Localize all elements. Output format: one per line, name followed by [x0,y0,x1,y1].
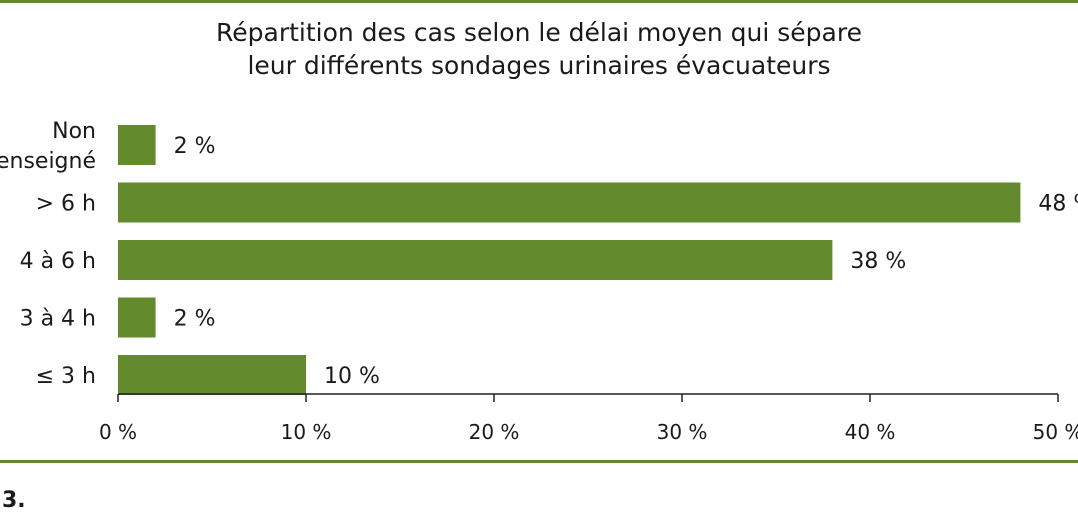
data-label-0: 2 % [174,134,216,159]
chart-title: Répartition des cas selon le délai moyen… [0,16,1078,82]
data-label-4: 10 % [324,364,380,389]
x-tick-label-1: 10 % [281,420,332,444]
data-label-3: 2 % [174,307,216,332]
category-label-2: 4 à 6 h [20,249,96,274]
top-rule [0,0,1078,3]
x-tick-label-3: 30 % [657,420,708,444]
category-label-4: ≤ 3 h [36,364,96,389]
x-tick-label-4: 40 % [845,420,896,444]
category-label-0-line-1: renseigné [0,149,96,174]
chart-title-line-2: leur différents sondages urinaires évacu… [247,51,831,80]
bar-0 [118,125,156,165]
bottom-rule [0,460,1078,463]
bar-1 [118,182,1021,223]
chart-title-line-1: Répartition des cas selon le délai moyen… [216,18,862,47]
data-label-1: 48 % [1038,192,1078,217]
x-tick-label-2: 20 % [469,420,520,444]
bar-2 [118,240,833,280]
bar-4 [118,355,306,395]
bar-3 [118,297,156,338]
category-label-0-line-0: Non [52,119,96,144]
category-label-1: > 6 h [36,192,96,217]
data-label-2: 38 % [850,249,906,274]
bar-chart: 2 % Non renseigné 48 % > 6 h 38 % 4 à 6 h 2 % 3 … [0,119,1078,444]
x-tick-label-5: 50 % [1033,420,1078,444]
x-tick-label-0: 0 % [99,420,137,444]
category-label-3: 3 à 4 h [20,307,96,332]
figure-number: 3. [2,488,26,513]
